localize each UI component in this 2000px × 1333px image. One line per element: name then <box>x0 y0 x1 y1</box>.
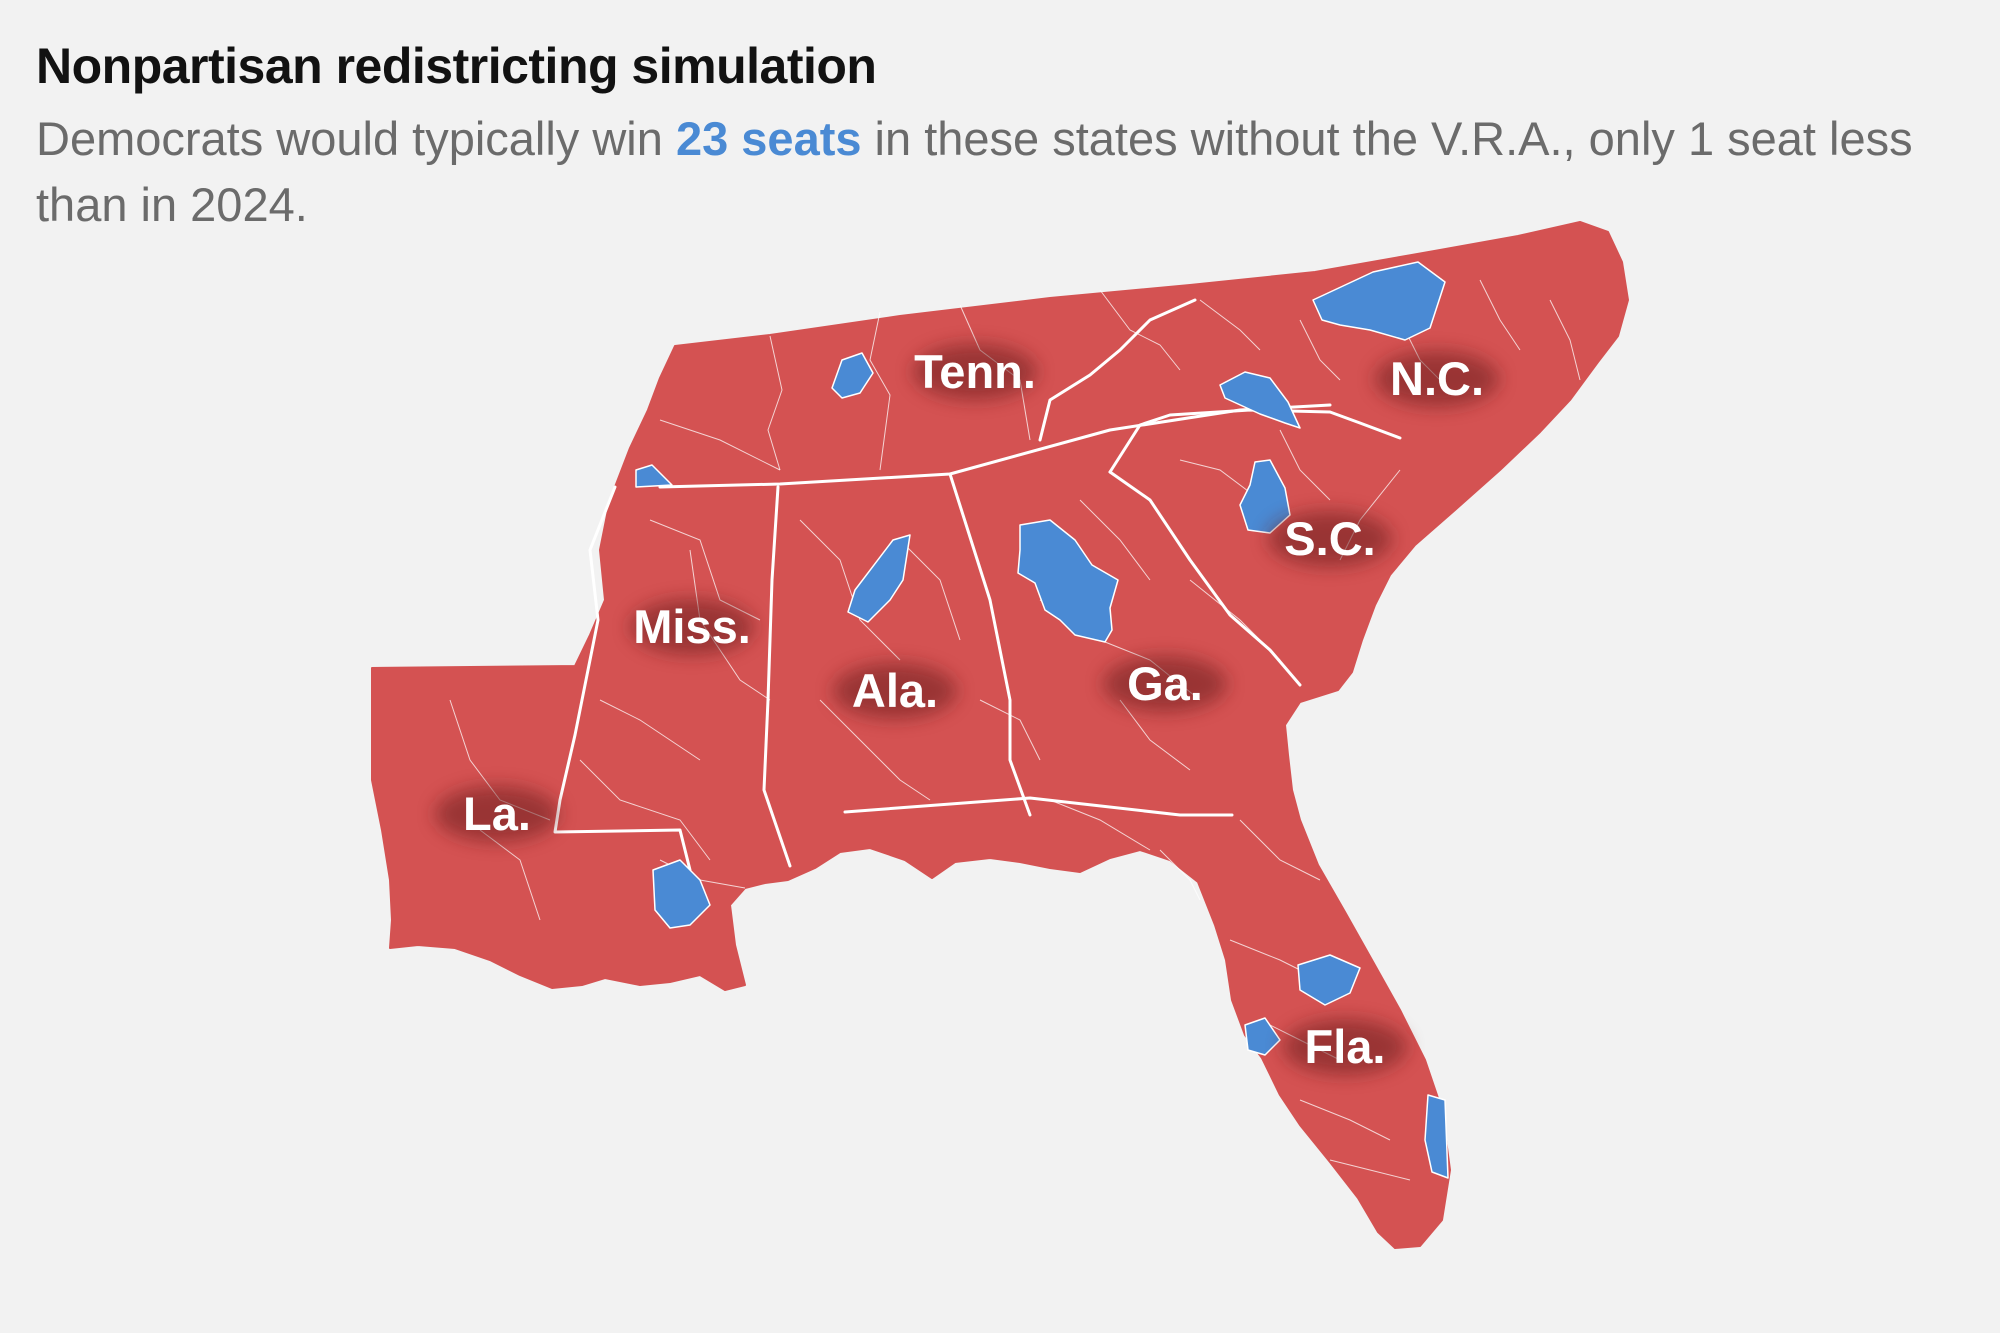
district-tampa <box>1244 1017 1281 1056</box>
district-charlotte <box>1219 371 1301 429</box>
state-borders <box>553 298 1402 907</box>
district-nashville <box>831 352 874 399</box>
subtitle-highlight-seats: 23 seats <box>675 112 862 165</box>
state-label-ms: Miss. <box>633 600 751 653</box>
state-label-la: La. <box>463 787 531 840</box>
state-labels: Tenn. N.C. S.C. Miss. Ala. Ga. La. Fla. <box>435 344 1499 1075</box>
district-orlando <box>1297 954 1361 1006</box>
state-label-tn: Tenn. <box>914 345 1036 398</box>
state-label-halo-ms <box>630 599 754 655</box>
state-label-halo-tn <box>913 344 1037 400</box>
ms-river-border <box>553 485 692 907</box>
district-raleigh-durham <box>1312 261 1446 341</box>
state-label-halo-fl <box>1283 1019 1407 1075</box>
state-label-halo-sc <box>1268 511 1392 567</box>
district-birmingham <box>847 534 911 623</box>
ms-al-border <box>762 485 792 868</box>
district-new-orleans <box>652 859 711 929</box>
al-ga-border <box>948 472 1032 817</box>
subtitle-text-start: Democrats would typically win <box>36 112 676 165</box>
state-label-al: Ala. <box>852 664 938 717</box>
district-memphis <box>635 464 673 488</box>
democratic-districts <box>635 261 1449 1179</box>
subtitle-text-end: in these states without the V.R.A., only… <box>36 112 1913 231</box>
map-header: Nonpartisan redistricting simulation Dem… <box>36 34 1936 238</box>
map-title: Nonpartisan redistricting simulation <box>36 38 877 94</box>
map-subtitle: Democrats would typically win 23 seats i… <box>36 106 1936 238</box>
state-label-halo-la <box>435 786 559 842</box>
state-label-fl: Fla. <box>1305 1020 1386 1073</box>
state-label-halo-al <box>833 663 957 719</box>
nc-tn-border <box>1038 298 1197 442</box>
state-label-sc: S.C. <box>1284 512 1375 565</box>
district-south-florida-east <box>1424 1094 1449 1179</box>
state-label-ga: Ga. <box>1127 657 1203 710</box>
ga-sc-border <box>1108 470 1302 687</box>
fl-northern-border <box>843 796 1234 817</box>
state-label-nc: N.C. <box>1390 352 1484 405</box>
state-label-halo-ga <box>1103 656 1227 712</box>
district-atlanta <box>1017 519 1119 643</box>
state-label-halo-nc <box>1375 351 1499 407</box>
